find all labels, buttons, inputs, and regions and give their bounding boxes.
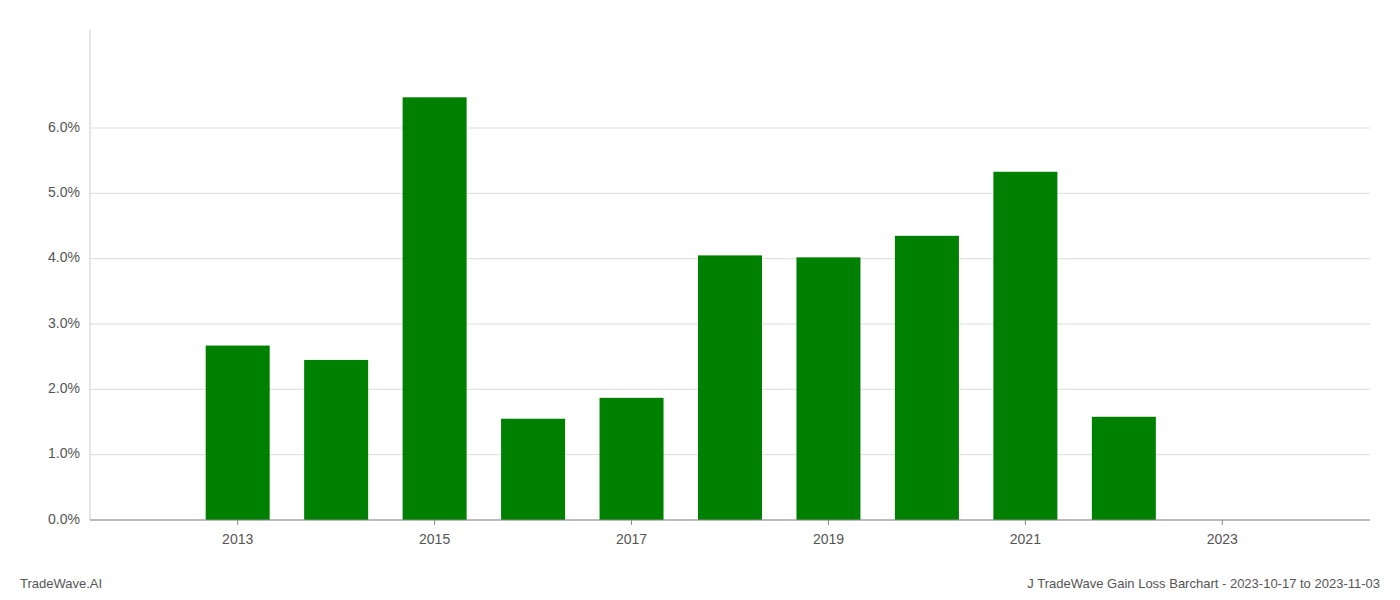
y-tick-label: 5.0% xyxy=(48,184,80,200)
x-tick-label: 2013 xyxy=(222,531,253,547)
bar xyxy=(895,236,959,520)
bar xyxy=(993,172,1057,520)
x-tick-label: 2015 xyxy=(419,531,450,547)
bar xyxy=(796,257,860,520)
bar xyxy=(206,346,270,520)
y-tick-label: 4.0% xyxy=(48,249,80,265)
x-tick-label: 2019 xyxy=(813,531,844,547)
y-grid xyxy=(90,128,1370,520)
x-tick xyxy=(828,520,829,525)
chart-container: 0.0% 1.0% 2.0% 3.0% 4.0% 5.0% 6.0% 2013 2015 2017… xyxy=(0,0,1400,600)
y-tick-label: 0.0% xyxy=(48,511,80,527)
x-tick xyxy=(631,520,632,525)
chart-title: J TradeWave Gain Loss Barchart - 2023-10… xyxy=(1027,576,1380,591)
x-tick-label: 2017 xyxy=(616,531,647,547)
x-tick xyxy=(237,520,238,525)
grid-line xyxy=(90,128,1370,129)
watermark: TradeWave.AI xyxy=(20,576,102,591)
bar xyxy=(403,97,467,520)
y-tick-label: 2.0% xyxy=(48,380,80,396)
bar xyxy=(1092,417,1156,520)
y-tick-label: 1.0% xyxy=(48,445,80,461)
x-tick xyxy=(1025,520,1026,525)
y-tick-label: 3.0% xyxy=(48,315,80,331)
x-tick xyxy=(434,520,435,525)
bar xyxy=(600,398,664,520)
y-tick-label: 6.0% xyxy=(48,119,80,135)
x-tick-label: 2021 xyxy=(1010,531,1041,547)
grid-line xyxy=(90,193,1370,194)
bar xyxy=(698,255,762,520)
bar xyxy=(304,360,368,520)
y-axis-line xyxy=(90,30,91,520)
x-tick xyxy=(1222,520,1223,525)
grid-line xyxy=(90,520,1370,521)
bars xyxy=(206,97,1156,520)
bar xyxy=(501,419,565,520)
x-axis-line xyxy=(90,520,1370,521)
chart-svg: 0.0% 1.0% 2.0% 3.0% 4.0% 5.0% 6.0% 2013 2015 2017… xyxy=(0,0,1400,600)
x-tick-label: 2023 xyxy=(1207,531,1238,547)
